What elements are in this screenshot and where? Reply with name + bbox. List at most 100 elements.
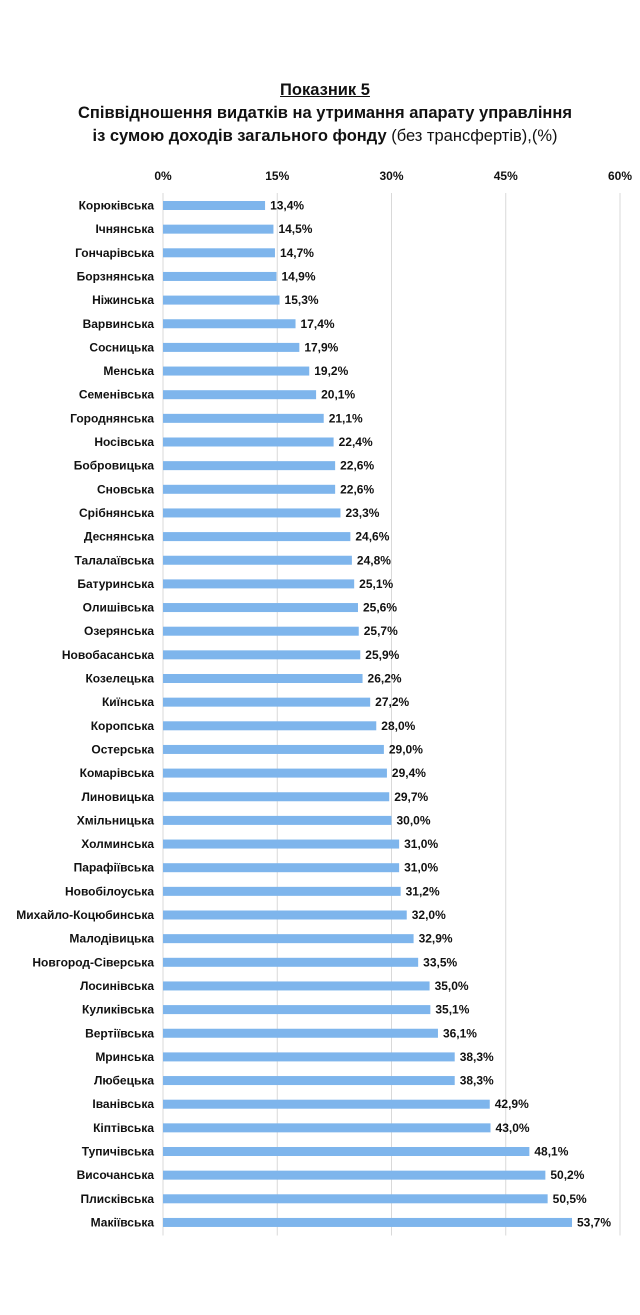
data-label: 17,9% <box>304 340 338 354</box>
category-label: Новгород-Сіверська <box>32 955 154 969</box>
category-label: Корюківська <box>79 199 155 213</box>
category-label: Комарівська <box>80 766 155 780</box>
bar <box>163 1099 490 1109</box>
data-label: 38,3% <box>460 1050 494 1064</box>
data-label: 48,1% <box>534 1145 568 1159</box>
category-label: Городнянська <box>70 411 154 425</box>
category-label: Гончарівська <box>75 246 154 260</box>
data-label: 14,7% <box>280 246 314 260</box>
bar <box>163 934 414 944</box>
data-label: 29,0% <box>389 742 423 756</box>
bar <box>163 650 361 660</box>
data-label: 50,5% <box>553 1192 587 1206</box>
bar <box>163 201 266 210</box>
bar <box>163 674 363 683</box>
bar <box>163 1217 573 1227</box>
data-label: 19,2% <box>314 364 348 378</box>
data-label: 14,5% <box>278 222 312 236</box>
x-tick-label: 30% <box>379 169 403 183</box>
category-label: Любецька <box>94 1074 154 1088</box>
data-label: 35,1% <box>435 1003 469 1017</box>
category-label: Менська <box>103 364 154 378</box>
data-label: 30,0% <box>397 813 431 827</box>
category-label: Лосинівська <box>80 979 154 993</box>
category-label: Ніжинська <box>92 293 154 307</box>
bar <box>163 981 430 991</box>
category-label: Височанська <box>77 1168 155 1182</box>
category-label: Кіптівська <box>93 1121 154 1135</box>
data-label: 23,3% <box>345 506 379 520</box>
data-label: 22,6% <box>340 482 374 496</box>
data-label: 29,7% <box>394 790 428 804</box>
category-label: Озерянська <box>84 624 154 638</box>
bar <box>163 603 358 613</box>
category-label: Новобасанська <box>62 648 154 662</box>
category-label: Макіївська <box>91 1215 155 1229</box>
bar <box>163 744 384 754</box>
category-label: Хмільницька <box>77 813 155 827</box>
category-label: Срібнянська <box>79 506 154 520</box>
bar <box>163 508 341 518</box>
category-label: Остерська <box>91 742 154 756</box>
category-label: Мринська <box>95 1050 154 1064</box>
data-label: 32,9% <box>419 932 453 946</box>
category-label: Коропська <box>91 719 155 733</box>
bar <box>163 839 400 849</box>
x-tick-label: 0% <box>154 169 172 183</box>
data-label: 14,9% <box>281 269 315 283</box>
x-tick-label: 45% <box>494 169 518 183</box>
category-label: Козелецька <box>85 672 154 686</box>
bar <box>163 295 280 305</box>
data-label: 17,4% <box>301 317 335 331</box>
data-label: 50,2% <box>550 1168 584 1182</box>
bar <box>163 626 359 636</box>
category-label: Киїнська <box>102 695 154 709</box>
category-label: Бобровицька <box>74 459 155 473</box>
data-label: 31,0% <box>404 837 438 851</box>
data-label: 29,4% <box>392 766 426 780</box>
data-label: 25,7% <box>364 624 398 638</box>
category-label: Парафіївська <box>74 861 155 875</box>
data-label: 27,2% <box>375 695 409 709</box>
bar <box>163 721 377 731</box>
data-label: 36,1% <box>443 1026 477 1040</box>
data-label: 25,6% <box>363 601 397 615</box>
bar <box>163 437 334 447</box>
category-label: Носівська <box>94 435 154 449</box>
bar <box>163 1170 546 1180</box>
category-label: Сновська <box>97 482 154 496</box>
data-label: 25,1% <box>359 577 393 591</box>
bar <box>163 1147 530 1156</box>
bar <box>163 413 324 423</box>
bar <box>163 555 352 565</box>
bar <box>163 579 355 589</box>
bar <box>163 1076 455 1086</box>
category-label: Ічнянська <box>95 222 154 236</box>
category-label: Тупичівська <box>82 1145 155 1159</box>
category-label: Плисківська <box>81 1192 155 1206</box>
data-label: 28,0% <box>381 719 415 733</box>
category-label: Малодівицька <box>69 932 154 946</box>
bar <box>163 271 277 281</box>
data-label: 21,1% <box>329 411 363 425</box>
x-tick-label: 15% <box>265 169 289 183</box>
chart-subtitle-line-1: Співвідношення видатків на утримання апа… <box>77 104 572 122</box>
bar <box>163 532 351 542</box>
category-label: Михайло-Коцюбинська <box>16 908 154 922</box>
x-tick-label: 60% <box>608 169 632 183</box>
category-label: Варвинська <box>83 317 155 331</box>
data-label: 25,9% <box>365 648 399 662</box>
data-label: 22,6% <box>340 459 374 473</box>
bar <box>163 390 317 400</box>
data-label: 22,4% <box>339 435 373 449</box>
data-label: 26,2% <box>368 672 402 686</box>
chart-subtitle-line-2: із сумою доходів загального фонду (без т… <box>10 125 640 148</box>
bar <box>163 863 400 873</box>
bar <box>163 248 275 258</box>
category-label: Вертіївська <box>85 1026 154 1040</box>
bar <box>163 366 310 376</box>
bar <box>163 697 371 707</box>
bar <box>163 342 300 352</box>
chart-title: Показник 5 <box>280 81 370 99</box>
